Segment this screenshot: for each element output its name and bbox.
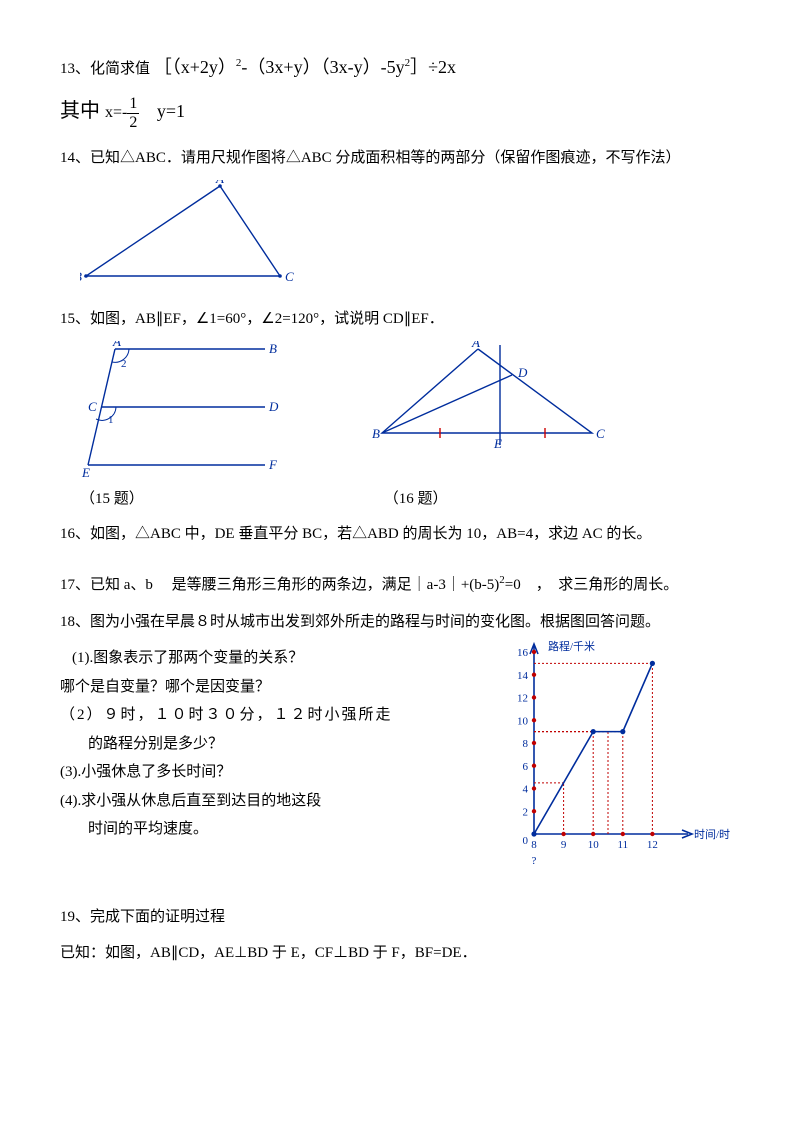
q16-figure-svg: A B C D E xyxy=(370,341,610,453)
q19-line1-text: 、完成下面的证明过程 xyxy=(75,909,225,925)
q13-p1a: （x+2y） xyxy=(172,57,236,77)
q18-body: 024681012141689101112路程/千米时间/时? (1).图象表示… xyxy=(60,644,740,889)
svg-text:0: 0 xyxy=(523,835,529,847)
svg-text:D: D xyxy=(268,399,279,414)
q14-figure: A B C xyxy=(80,180,740,301)
svg-text:路程/千米: 路程/千米 xyxy=(548,640,595,653)
q14: 14、已知△ABC．请用尺规作图将△ABC 分成面积相等的两部分（保留作图痕迹，… xyxy=(60,144,740,173)
q18: 18、图为小强在早晨８时从城市出发到郊外所走的路程与时间的变化图。根据图回答问题… xyxy=(60,608,740,637)
q13-where: 其中 x=- 1 2 y=1 xyxy=(60,92,740,131)
q13-p2a: （3x+y） xyxy=(247,57,320,77)
q16: 16、如图，△ABC 中，DE 垂直平分 BC，若△ABD 的周长为 10，AB… xyxy=(60,520,740,549)
q13-where-prefix: 其中 xyxy=(60,100,100,122)
q13-where-y: y=1 xyxy=(143,101,185,121)
q15-text: 、如图，AB∥EF，∠1=60°，∠2=120°，试说明 CD∥EF． xyxy=(75,311,444,327)
q13-label: 、化简求值 xyxy=(75,61,150,77)
svg-text:2: 2 xyxy=(523,806,529,818)
svg-text:B: B xyxy=(80,269,82,284)
svg-text:12: 12 xyxy=(517,693,528,705)
q13-frac-num: 1 xyxy=(127,95,139,114)
q18-chart-wrap: 0 2 4 6 8 10 12 14 16 8 9 10 11 12 路程/千米时间/时? xyxy=(500,638,740,889)
svg-text:11: 11 xyxy=(618,839,629,851)
svg-text:?: ? xyxy=(532,855,537,867)
q13-frac: 1 2 xyxy=(127,95,139,131)
svg-text:6: 6 xyxy=(523,761,529,773)
q13-frac-den: 2 xyxy=(127,114,139,132)
svg-text:10: 10 xyxy=(588,839,600,851)
svg-text:F: F xyxy=(268,457,278,472)
svg-text:时间/时: 时间/时 xyxy=(694,828,730,841)
svg-text:C: C xyxy=(88,399,97,414)
q17-num: 17 xyxy=(60,577,75,593)
svg-text:4: 4 xyxy=(523,784,529,796)
svg-text:8: 8 xyxy=(531,839,537,851)
q15-q16-figrow: A B C D E F 1 2 A B C D E xyxy=(80,341,740,481)
q14-text: 、已知△ABC．请用尺规作图将△ABC 分成面积相等的两部分（保留作图痕迹，不写… xyxy=(75,150,680,166)
q17: 17、已知 a、b 是等腰三角形三角形的两条边，满足｜a-3｜+(b-5)2=0… xyxy=(60,570,740,600)
q18-chart-svg: 0 2 4 6 8 10 12 14 16 8 9 10 11 12 路程/千米时间/时? xyxy=(500,638,740,878)
q16-text: 、如图，△ABC 中，DE 垂直平分 BC，若△ABD 的周长为 10，AB=4… xyxy=(75,526,651,542)
svg-text:A: A xyxy=(215,180,224,186)
svg-text:A: A xyxy=(112,341,121,349)
q17-text-b: =0 ， 求三角形的周长。 xyxy=(505,577,678,593)
q13-lb: ［ xyxy=(154,57,172,77)
svg-text:A: A xyxy=(471,341,480,350)
svg-text:B: B xyxy=(269,341,277,356)
q18-intro: 、图为小强在早晨８时从城市出发到郊外所走的路程与时间的变化图。根据图回答问题。 xyxy=(75,614,660,630)
q17-text-a: 、已知 a、b 是等腰三角形三角形的两条边，满足｜a-3｜+(b-5) xyxy=(75,577,499,593)
q13-where-x: x=- xyxy=(105,104,127,121)
q13: 13、化简求值 ［（x+2y）2-（3x+y）（3x-y）-5y2］÷2x xyxy=(60,50,740,84)
svg-text:9: 9 xyxy=(561,839,567,851)
q15: 15、如图，AB∥EF，∠1=60°，∠2=120°，试说明 CD∥EF． xyxy=(60,305,740,334)
svg-text:2: 2 xyxy=(121,358,127,370)
svg-text:C: C xyxy=(285,269,294,284)
q18-num: 18 xyxy=(60,614,75,630)
q13-p2b: （3x-y） xyxy=(321,57,381,77)
q15-num: 15 xyxy=(60,311,75,327)
q18-p2a-t: （2）９时，１０时３０分，１２时小强所走 xyxy=(60,707,393,723)
svg-text:8: 8 xyxy=(523,738,529,750)
svg-text:E: E xyxy=(493,436,502,451)
q16-num: 16 xyxy=(60,526,75,542)
svg-text:16: 16 xyxy=(517,647,529,659)
q13-expr: ［（x+2y）2-（3x+y）（3x-y）-5y2］÷2x xyxy=(154,57,456,77)
q13-rb: ］÷2x xyxy=(410,57,456,77)
q19-num: 19 xyxy=(60,909,75,925)
q15-figure-svg: A B C D E F 1 2 xyxy=(80,341,280,481)
q14-triangle-svg: A B C xyxy=(80,180,310,290)
q19-line1: 19、完成下面的证明过程 xyxy=(60,903,740,932)
q15-caption: （15 题） xyxy=(80,485,144,514)
svg-text:12: 12 xyxy=(647,839,658,851)
q13-m2: -5y xyxy=(381,57,405,77)
svg-text:C: C xyxy=(596,426,605,441)
svg-text:1: 1 xyxy=(108,414,114,426)
svg-text:10: 10 xyxy=(517,715,529,727)
svg-text:E: E xyxy=(81,465,90,480)
q19-line2: 已知：如图，AB∥CD，AE⊥BD 于 E，CF⊥BD 于 F，BF=DE． xyxy=(60,939,740,968)
q16-caption: （16 题） xyxy=(384,485,448,514)
svg-text:14: 14 xyxy=(517,670,529,682)
fig-captions: （15 题） （16 题） xyxy=(60,485,740,514)
q13-num: 13 xyxy=(60,61,75,77)
q14-num: 14 xyxy=(60,150,75,166)
svg-text:B: B xyxy=(372,426,380,441)
svg-text:D: D xyxy=(517,365,528,380)
